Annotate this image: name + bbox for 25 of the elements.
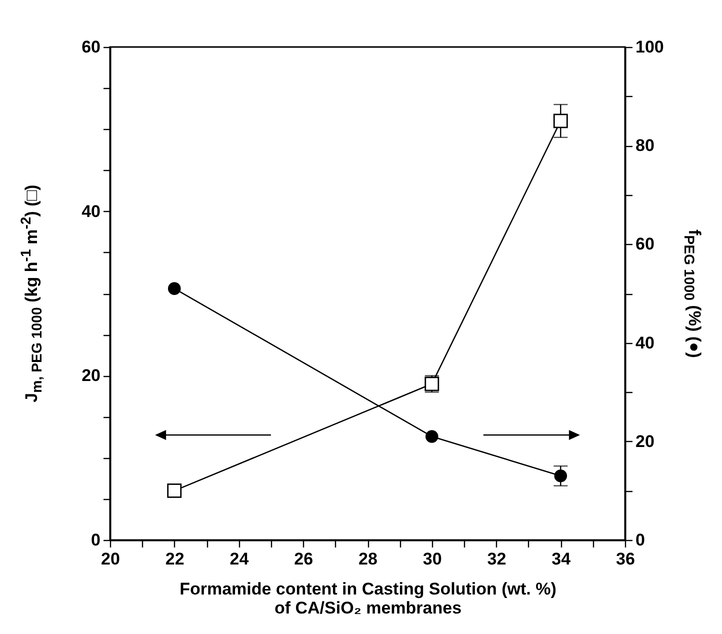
y2-tick-label: 20 [636, 432, 654, 451]
x-tick-label: 28 [358, 550, 378, 568]
y2-tick-label: 60 [636, 234, 654, 254]
point [167, 483, 182, 498]
x-tick-label: 24 [230, 550, 250, 568]
point [168, 282, 181, 295]
y2-tick-label: 80 [636, 136, 654, 156]
x-tick-label: 26 [294, 550, 314, 568]
x-tick-label: 30 [422, 550, 442, 568]
y-tick-label: 20 [82, 366, 100, 386]
x-tick-label: 32 [487, 550, 506, 568]
x-axis-title: Formamide content in Casting Solution (wt. %) of CA/SiO₂ membranes [180, 580, 556, 618]
x-tick-label: 36 [616, 550, 635, 568]
x-tick-label: 20 [101, 550, 120, 568]
y2-tick-label: 0 [636, 530, 645, 550]
point [553, 114, 568, 128]
y2-tick-label: 40 [636, 333, 654, 352]
x-tick-label: 22 [165, 550, 184, 568]
y2-tick-label: 100 [636, 38, 664, 56]
x-tick-label: 34 [552, 550, 572, 568]
point [425, 430, 438, 443]
y-tick-label: 60 [82, 38, 100, 56]
y-tick-label: 40 [82, 202, 100, 221]
point [554, 470, 568, 482]
y-tick-label: 0 [91, 530, 100, 550]
